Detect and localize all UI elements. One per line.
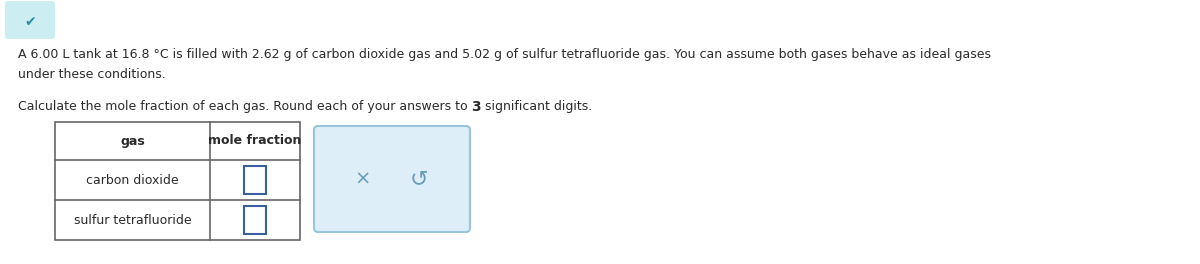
- Text: 3: 3: [472, 100, 481, 114]
- Text: ×: ×: [354, 169, 371, 188]
- FancyBboxPatch shape: [55, 122, 300, 240]
- Text: ✔: ✔: [24, 15, 36, 29]
- FancyBboxPatch shape: [314, 126, 470, 232]
- Text: carbon dioxide: carbon dioxide: [86, 173, 179, 186]
- FancyBboxPatch shape: [5, 1, 55, 39]
- Text: A 6.00 L tank at 16.8 °C is filled with 2.62 g of carbon dioxide gas and 5.02 g : A 6.00 L tank at 16.8 °C is filled with …: [18, 48, 991, 61]
- Text: gas: gas: [120, 134, 145, 148]
- FancyBboxPatch shape: [244, 166, 266, 194]
- Text: mole fraction: mole fraction: [209, 134, 301, 148]
- Text: under these conditions.: under these conditions.: [18, 68, 166, 81]
- Text: ↺: ↺: [409, 169, 428, 189]
- Text: Calculate the mole fraction of each gas. Round each of your answers to: Calculate the mole fraction of each gas.…: [18, 100, 472, 113]
- Text: significant digits.: significant digits.: [481, 100, 593, 113]
- FancyBboxPatch shape: [244, 206, 266, 234]
- Text: sulfur tetrafluoride: sulfur tetrafluoride: [73, 214, 191, 227]
